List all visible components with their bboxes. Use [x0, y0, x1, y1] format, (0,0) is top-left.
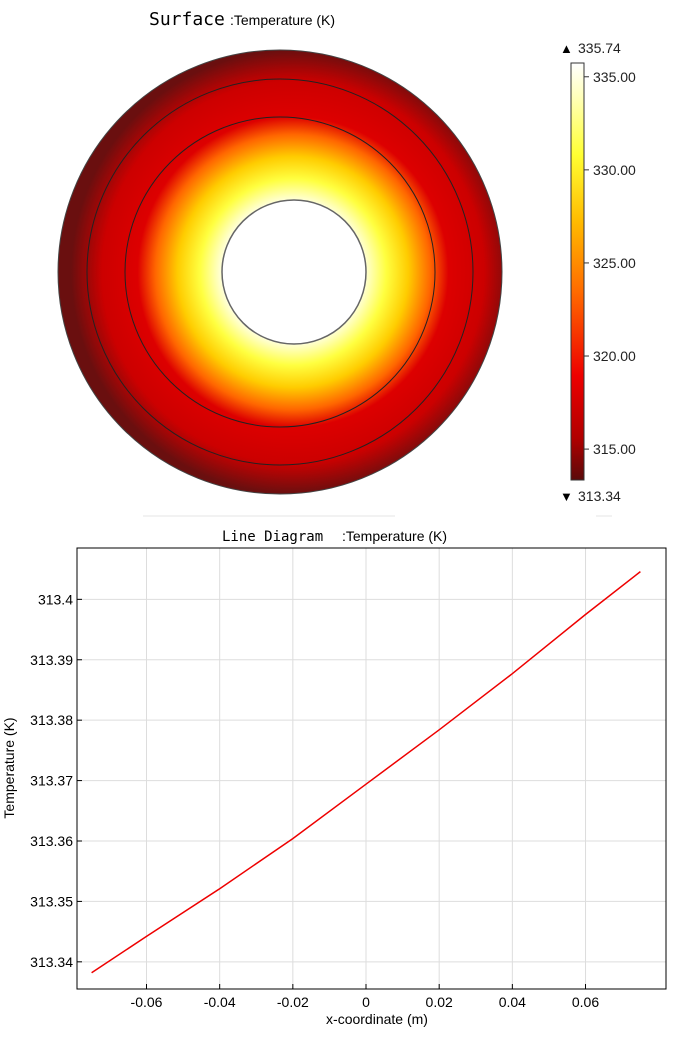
y-tick-label: 313.34 — [30, 954, 73, 970]
inner-hole — [221, 199, 367, 345]
x-tick-label: 0 — [362, 994, 370, 1010]
x-tick-label: 0.06 — [572, 994, 599, 1010]
x-tick-label: -0.06 — [131, 994, 163, 1010]
colorbar-min-label: 313.34 — [578, 488, 621, 504]
colorbar-tick-label: 315.00 — [593, 441, 636, 457]
colorbar-gradient — [570, 62, 585, 481]
surface-title-prefix: Surface — [149, 9, 225, 30]
y-tick-label: 313.36 — [30, 833, 73, 849]
x-tick-label: -0.04 — [204, 994, 236, 1010]
plot-frame — [76, 547, 667, 990]
x-tick-label: 0.04 — [499, 994, 526, 1010]
colorbar-tick-label: 335.00 — [593, 69, 636, 85]
y-tick-label: 313.35 — [30, 893, 73, 909]
colorbar-min-marker: ▼ — [560, 489, 573, 504]
surface-plot: Surface :Temperature (K) — [57, 9, 612, 517]
y-tick-label: 313.4 — [38, 591, 73, 607]
chart-title-prefix: Line Diagram — [222, 529, 323, 545]
line-chart: Line Diagram :Temperature (K) -0.06 -0.04… — [1, 528, 667, 1027]
chart-title-suffix: :Temperature (K) — [342, 528, 447, 544]
colorbar-tick-label: 325.00 — [593, 255, 636, 271]
grid-lines — [77, 548, 666, 989]
surface-title-suffix: :Temperature (K) — [230, 12, 335, 28]
ring-boundary-inner — [124, 116, 436, 428]
colorbar-max-label: 335.74 — [578, 40, 621, 56]
plot-area — [77, 548, 666, 989]
colorbar-max-marker: ▲ — [560, 41, 573, 56]
y-tick-label: 313.37 — [30, 773, 73, 789]
colorbar: ▲ 335.74 335.00330.00325.00320.00315.00 … — [560, 40, 636, 504]
x-tick-label: 0.02 — [426, 994, 453, 1010]
colorbar-ticks: 335.00 330.00 325.00 320.00 315.00 — [584, 69, 636, 457]
y-tick-label: 313.39 — [30, 652, 73, 668]
y-axis-label: Temperature (K) — [1, 717, 17, 818]
y-tick-label: 313.38 — [30, 712, 73, 728]
colorbar-tick-label: 320.00 — [593, 348, 636, 364]
ring-boundary-outer — [86, 78, 474, 466]
y-axis-ticks: 313.34 313.35 313.36 313.37 313.38 313.39 313.… — [30, 591, 82, 970]
temperature-series-line — [91, 571, 641, 974]
x-axis-ticks: -0.06 -0.04 -0.02 0 0.02 0.04 0.06 — [131, 984, 599, 1010]
colorbar-tick-label: 330.00 — [593, 162, 636, 178]
x-tick-label: -0.02 — [277, 994, 309, 1010]
x-axis-label: x-coordinate (m) — [326, 1011, 428, 1027]
